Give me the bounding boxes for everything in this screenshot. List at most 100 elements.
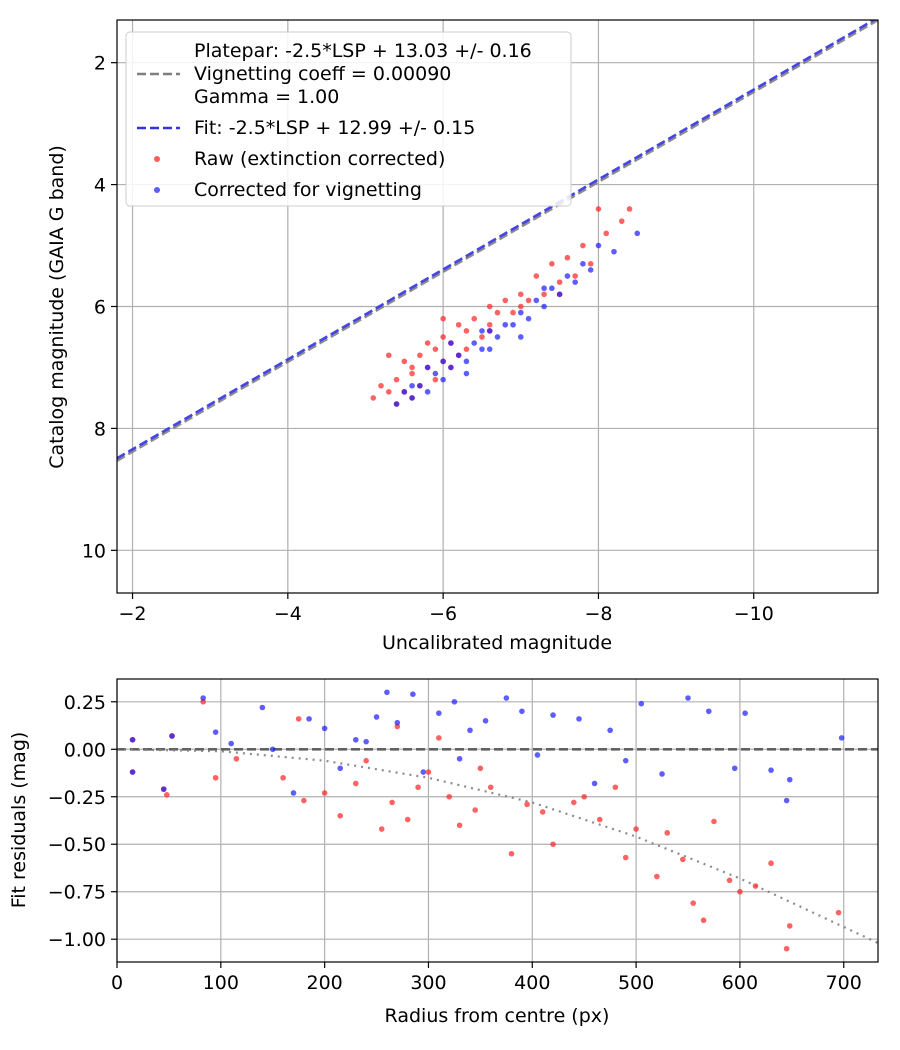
top-ylabel: Catalog magnitude (GAIA G band) [46, 145, 68, 469]
raw-point [596, 816, 603, 823]
raw-point [440, 334, 446, 340]
corrected-point [517, 334, 524, 340]
corrected-point [659, 771, 665, 777]
y-tick-label: −0.50 [48, 834, 106, 856]
corrected-point [768, 767, 774, 773]
vignetting-model-line [117, 748, 878, 944]
raw-point [564, 254, 571, 261]
raw-point [726, 877, 733, 884]
corrected-point [685, 695, 691, 701]
corrected-point [424, 389, 431, 395]
platepar-line [117, 20, 878, 462]
legend-label: Corrected for vignetting [194, 179, 422, 201]
x-tick-label: −8 [584, 603, 612, 625]
corrected-point [306, 716, 312, 722]
bottom-ticks: 0 100 200 300 400 500 600 700 0.25 0.00 −0.25 −0.50… [48, 692, 862, 994]
raw-point [486, 303, 493, 310]
corrected-point [587, 267, 594, 273]
corrected-point [401, 389, 408, 395]
corrected-point [410, 691, 416, 697]
corrected-point [479, 328, 485, 334]
raw-point [415, 784, 421, 791]
legend: Platepar: -2.5*LSP + 13.03 +/- 0.16Vigne… [125, 31, 572, 207]
raw-point [385, 352, 392, 359]
corrected-point [420, 769, 427, 775]
raw-point [352, 780, 359, 787]
corrected-point [440, 358, 446, 365]
fit-line [117, 20, 877, 460]
raw-point [580, 242, 586, 249]
corrected-point [479, 346, 485, 352]
y-tick-label: 4 [94, 175, 106, 197]
corrected-point [549, 285, 555, 292]
corrected-point [409, 395, 415, 401]
legend-label: Gamma = 1.00 [194, 86, 339, 108]
raw-point [401, 358, 408, 365]
x-tick-label: 400 [514, 972, 550, 994]
raw-point [409, 370, 415, 377]
top-scatter-points [370, 206, 641, 407]
raw-point [737, 888, 743, 895]
corrected-point [448, 340, 454, 346]
raw-point [494, 309, 501, 316]
y-tick-label: 0.00 [64, 739, 106, 761]
corrected-point [533, 297, 540, 304]
top-plot: −2 −4 −6 −8 −10 2 4 6 8 10 Uncalibrated magnitude… [46, 19, 879, 654]
x-tick-label: 500 [618, 972, 654, 994]
corrected-point [393, 401, 400, 407]
raw-point [472, 807, 478, 813]
y-tick-label: 2 [94, 53, 106, 75]
corrected-point [290, 790, 297, 796]
bottom-ylabel: Fit residuals (mag) [8, 732, 30, 909]
corrected-point [519, 708, 525, 715]
corrected-point [503, 695, 510, 701]
corrected-point [572, 279, 578, 285]
corrected-point [486, 328, 493, 334]
corrected-point [742, 710, 748, 716]
x-tick-label: 0 [111, 972, 123, 994]
raw-point [539, 809, 546, 815]
raw-point [768, 860, 774, 867]
corrected-point [160, 786, 167, 792]
raw-point [664, 830, 671, 836]
corrected-point [373, 714, 380, 720]
corrected-point [417, 382, 423, 389]
corrected-point [556, 291, 563, 298]
raw-point [425, 769, 432, 775]
raw-point [164, 792, 170, 798]
corrected-point [424, 364, 431, 371]
x-tick-label: −10 [734, 603, 774, 625]
raw-point [487, 784, 494, 791]
corrected-point [456, 755, 463, 762]
corrected-point [541, 303, 547, 310]
raw-point [378, 826, 385, 832]
raw-point [700, 917, 707, 924]
top-fit-lines [117, 20, 878, 462]
x-tick-label: −6 [429, 603, 457, 625]
raw-point [508, 850, 515, 857]
raw-point [517, 303, 524, 310]
bottom-model-lines [117, 747, 878, 944]
raw-point [363, 757, 369, 764]
corrected-point [607, 727, 613, 734]
raw-point [455, 321, 462, 328]
raw-point [587, 261, 594, 267]
bottom-grid [116, 679, 878, 962]
raw-point [517, 291, 524, 298]
raw-point [595, 206, 602, 212]
raw-point [524, 801, 530, 808]
corrected-point [394, 719, 401, 726]
bottom-scatter-points [129, 689, 845, 952]
raw-point [301, 797, 307, 804]
corrected-point [838, 735, 845, 741]
x-tick-label: 600 [722, 972, 758, 994]
corrected-point [482, 717, 489, 724]
raw-point [486, 321, 493, 328]
raw-point [550, 841, 556, 848]
raw-point [436, 735, 442, 741]
raw-point [424, 340, 431, 346]
corrected-point [440, 376, 446, 383]
raw-point [479, 334, 485, 340]
raw-point [321, 790, 328, 796]
y-tick-label: −0.25 [48, 787, 106, 809]
